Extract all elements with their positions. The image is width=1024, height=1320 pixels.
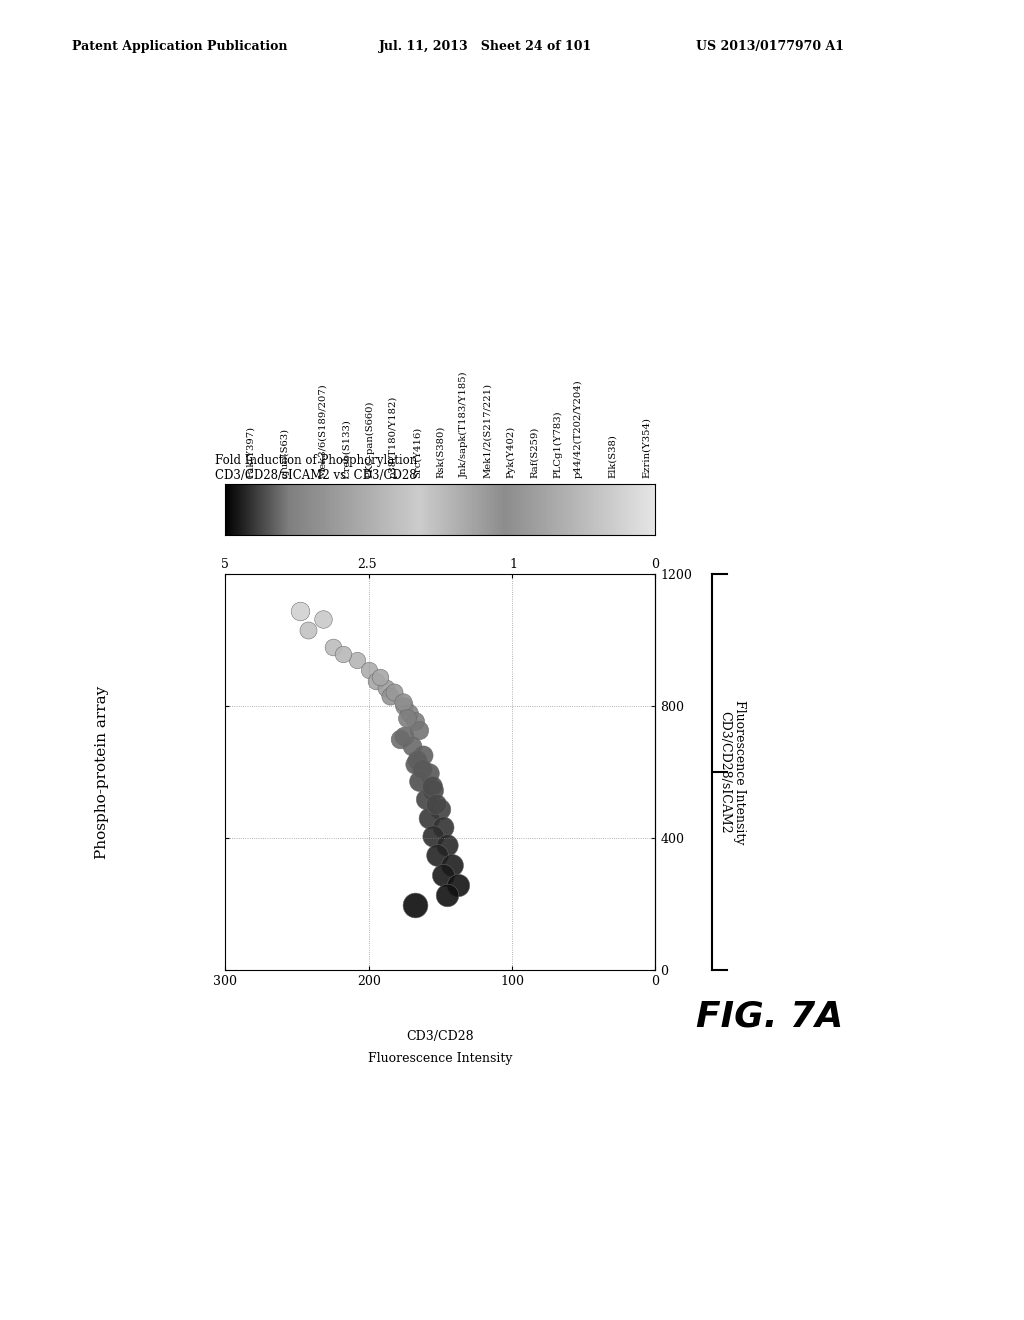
Point [335,643,351,664]
Text: 5: 5 [221,558,229,572]
Text: p44/42(T202/Y204): p44/42(T202/Y204) [574,379,583,478]
Text: 2.5: 2.5 [357,558,377,572]
Text: FIG. 7A: FIG. 7A [696,999,844,1034]
Point [396,726,413,747]
Point [314,609,331,630]
Point [439,836,456,857]
Point [418,788,434,809]
Point [415,744,431,766]
Point [400,702,417,723]
Text: Phospho-protein array: Phospho-protein array [95,685,110,859]
Text: Mek1/2(S217/221): Mek1/2(S217/221) [483,383,492,478]
Text: p38(T180/Y182): p38(T180/Y182) [389,396,397,478]
Text: 1: 1 [509,558,517,572]
Text: Jnk/sapk(T183/Y185): Jnk/sapk(T183/Y185) [460,371,468,478]
Point [407,754,423,775]
Point [432,797,449,818]
Point [429,845,445,866]
Point [372,665,388,686]
Point [407,895,423,916]
Point [411,719,427,741]
Point [439,884,456,906]
Point [368,671,384,692]
Text: US 2013/0177970 A1: US 2013/0177970 A1 [696,40,845,53]
Point [410,750,426,771]
Text: Src(Y416): Src(Y416) [413,426,421,478]
Text: Patent Application Publication: Patent Application Publication [72,40,287,53]
Text: Creb(S133): Creb(S133) [342,418,350,478]
Point [392,729,409,750]
Point [396,696,413,717]
Point [403,737,420,758]
Point [425,825,441,846]
Text: Raf(S259): Raf(S259) [530,426,539,478]
Text: Fold Induction of Phosphorylation
CD3/CD28/sICAM2 vs. CD3/CD28: Fold Induction of Phosphorylation CD3/CD… [215,454,418,482]
Point [421,763,437,784]
Text: Ezrin(Y354): Ezrin(Y354) [642,417,650,478]
Point [425,780,441,801]
Point [435,816,452,837]
Point [421,807,437,829]
Text: PKC-pan(S660): PKC-pan(S660) [366,400,374,478]
Text: Fluorescence Intensity: Fluorescence Intensity [368,1052,513,1065]
Text: Mek3/6(S189/207): Mek3/6(S189/207) [318,383,327,478]
Text: cJun(S63): cJun(S63) [281,428,289,478]
Point [428,793,444,814]
Point [386,681,402,702]
Point [414,758,430,779]
Text: 0: 0 [651,558,659,572]
Point [399,708,416,729]
Text: Fluorescence Intensity
CD3/CD28/sICAM2: Fluorescence Intensity CD3/CD28/sICAM2 [718,700,746,845]
Point [395,692,412,713]
Point [325,636,341,657]
Text: CD3/CD28: CD3/CD28 [407,1030,474,1043]
Point [435,865,452,886]
Point [407,710,423,731]
Point [292,599,308,622]
Text: PLCg1(Y783): PLCg1(Y783) [554,411,562,478]
Point [411,771,427,792]
Point [378,677,394,698]
Text: Elk(S38): Elk(S38) [608,434,616,478]
Point [349,649,366,671]
Text: Fak(Y397): Fak(Y397) [247,426,255,478]
Point [382,686,398,708]
Point [450,874,466,895]
Text: Jul. 11, 2013   Sheet 24 of 101: Jul. 11, 2013 Sheet 24 of 101 [379,40,592,53]
Text: Pyk(Y402): Pyk(Y402) [507,425,515,478]
Point [424,775,440,796]
Text: Rsk(S380): Rsk(S380) [436,425,444,478]
Point [443,855,460,876]
Point [300,619,316,640]
Point [360,660,377,681]
